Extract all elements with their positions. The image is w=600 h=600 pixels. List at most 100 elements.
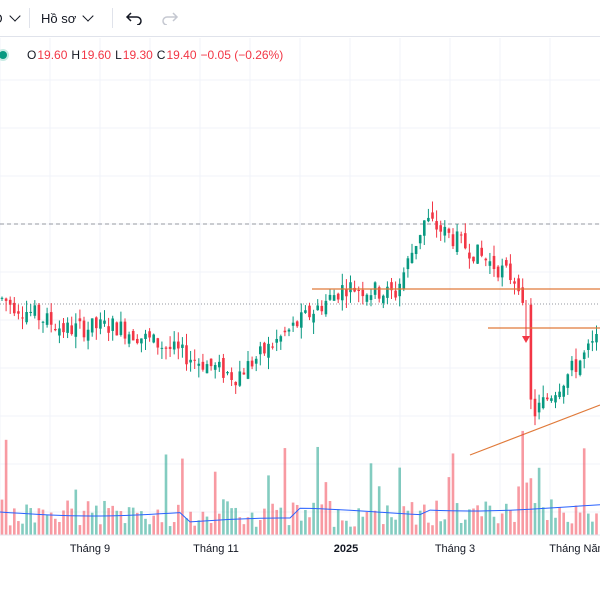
candle-body (25, 312, 28, 323)
candle-body (164, 347, 168, 349)
candle-body (324, 300, 328, 315)
candle-body (230, 372, 233, 380)
volume-bar (259, 520, 262, 535)
candle-body (423, 220, 426, 236)
volume-bar (300, 520, 303, 535)
volume-bar (271, 503, 274, 535)
candle-body (353, 287, 356, 292)
volume-bar (119, 511, 123, 535)
volume-bar (578, 512, 582, 535)
candle-body (148, 331, 151, 338)
candle-body (410, 252, 414, 263)
candle-body (488, 261, 492, 266)
candle-body (332, 295, 336, 301)
volume-bar (263, 508, 266, 535)
candle-body (0, 297, 4, 299)
volume-bar (505, 503, 508, 535)
volume-bar (222, 499, 225, 535)
volume-bar (275, 509, 278, 535)
redo-button[interactable] (161, 6, 179, 30)
candle-body (390, 282, 393, 291)
candle-body (82, 320, 86, 338)
volume-bar (127, 507, 131, 535)
candle-body (480, 247, 483, 256)
volume-bar (468, 509, 471, 535)
candle-body (263, 342, 266, 354)
candle-body (279, 336, 283, 342)
volume-bar (0, 499, 4, 535)
volume-bar (427, 522, 430, 535)
volume-bar (152, 515, 155, 535)
volume-bar (168, 526, 172, 535)
volume-bar (377, 486, 381, 535)
volume-bar (455, 503, 459, 535)
volume-bar (283, 448, 287, 535)
volume-bar (218, 513, 221, 535)
volume-bar (201, 511, 205, 535)
volume-bar (332, 526, 336, 535)
volume-bar (115, 510, 119, 535)
candle-body (131, 330, 135, 341)
candle-body (320, 305, 324, 312)
chevron-down-icon (82, 10, 94, 22)
volume-bar (435, 500, 438, 535)
volume-bar (554, 517, 557, 535)
volume-bar (537, 467, 541, 535)
volume-bar (509, 510, 512, 535)
volume-bar (4, 439, 8, 535)
candle-body (439, 225, 442, 232)
volume-bar (570, 523, 574, 535)
interval-selector[interactable]: 1D (0, 6, 21, 30)
volume-bar (525, 482, 529, 535)
volume-bar (226, 501, 229, 535)
candle-body (8, 299, 12, 305)
volume-bar (431, 525, 434, 535)
candle-body (546, 397, 549, 400)
volume-bar (304, 509, 307, 535)
top-toolbar: 1D Hồ sơ (0, 0, 600, 37)
volume-bar (181, 458, 184, 535)
toolbar-divider (112, 8, 113, 28)
candle-body (533, 398, 537, 417)
support-trendline[interactable] (469, 404, 600, 456)
candle-body (521, 287, 524, 303)
candle-body (4, 298, 8, 301)
volume-bar (464, 519, 467, 535)
candle-body (386, 286, 389, 298)
volume-bar (398, 467, 401, 535)
candle-body (316, 305, 319, 311)
volume-ma-line (0, 504, 600, 523)
volume-bar (410, 502, 414, 535)
candle-body (250, 360, 254, 367)
candle-body (222, 357, 225, 378)
candle-body (500, 265, 504, 278)
volume-bar (62, 510, 65, 535)
volume-bar (423, 504, 426, 535)
volume-bar (394, 519, 397, 535)
candle-body (62, 323, 65, 333)
candle-body (418, 235, 422, 244)
candle-body (205, 364, 209, 374)
candle-body (115, 322, 119, 336)
candle-body (472, 256, 475, 262)
undo-icon (125, 12, 142, 25)
volume-bar (21, 523, 24, 535)
candle-body (156, 338, 160, 348)
volume-bar (78, 525, 82, 535)
volume-bar (447, 477, 451, 535)
time-axis-label: Tháng Năm (549, 543, 600, 555)
profile-label: Hồ sơ (41, 10, 77, 26)
volume-bar (185, 518, 188, 535)
undo-button[interactable] (125, 6, 143, 30)
volume-bar (595, 513, 598, 535)
candle-body (427, 217, 430, 222)
candle-body (394, 290, 397, 298)
candle-body (37, 304, 41, 321)
volume-bar (418, 510, 422, 535)
low-label: L (115, 48, 122, 62)
profile-menu-button[interactable]: Hồ sơ (41, 6, 94, 30)
candle-body (505, 260, 508, 266)
candle-body (119, 321, 123, 335)
volume-bar (541, 507, 545, 535)
